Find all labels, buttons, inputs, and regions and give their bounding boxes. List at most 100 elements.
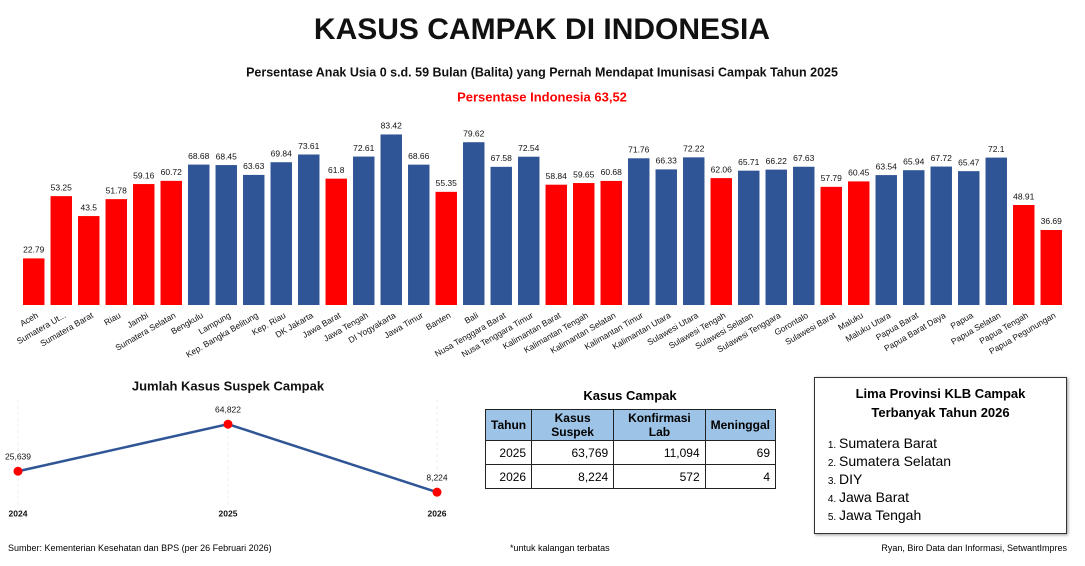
value-label: 83.42 <box>381 121 403 131</box>
bar <box>243 174 265 305</box>
bar <box>408 164 430 305</box>
value-label: 62.06 <box>711 164 733 174</box>
value-label: 51.78 <box>106 185 128 195</box>
table-title: Kasus Campak <box>583 388 677 403</box>
header-cell: Kasus Suspek <box>531 409 615 441</box>
x-tick-label: 2024 <box>9 508 28 518</box>
bar <box>820 186 842 305</box>
value-label: 67.63 <box>793 153 815 163</box>
cell: 2025 <box>484 440 533 465</box>
bar <box>600 180 622 305</box>
header-cell: Konfirmasi Lab <box>613 409 706 441</box>
bar <box>793 166 815 305</box>
value-label: 68.66 <box>408 151 430 161</box>
value-label: 68.45 <box>216 151 238 161</box>
value-label: 53.25 <box>51 182 73 192</box>
value-label: 8,224 <box>426 472 448 482</box>
table-row: 2025 63,769 11,094 69 <box>484 440 777 465</box>
value-label: 59.65 <box>573 169 595 179</box>
list-item: DIY <box>839 470 1066 488</box>
bar <box>765 169 787 305</box>
bar <box>188 164 210 305</box>
value-label: 65.71 <box>738 157 760 167</box>
value-label: 57.79 <box>821 173 843 183</box>
bar <box>573 183 595 305</box>
bar <box>463 142 485 305</box>
page-title: KASUS CAMPAK DI INDONESIA <box>314 13 770 46</box>
header-cell: Tahun <box>484 409 533 441</box>
value-label: 55.35 <box>436 178 458 188</box>
value-label: 68.68 <box>188 151 210 161</box>
bar <box>23 258 45 305</box>
bar <box>518 156 540 305</box>
value-label: 71.76 <box>628 145 650 155</box>
bar <box>78 216 100 305</box>
value-label: 69.84 <box>271 148 293 158</box>
value-label: 67.72 <box>931 153 953 163</box>
bar <box>298 154 320 305</box>
cell: 63,769 <box>531 440 615 465</box>
list-item: Sumatera Selatan <box>839 452 1066 470</box>
x-tick-label: 2025 <box>219 508 238 518</box>
credit: Ryan, Biro Data dan Informasi, SetwantIm… <box>881 543 1067 553</box>
cell: 11,094 <box>613 440 706 465</box>
bar <box>50 196 72 305</box>
bar <box>1013 205 1035 305</box>
bar <box>325 178 347 305</box>
list-item: Sumatera Barat <box>839 434 1066 452</box>
bar <box>655 169 677 305</box>
bar <box>215 165 237 305</box>
value-label: 60.45 <box>848 168 870 178</box>
source: Sumber: Kementerian Kesehatan dan BPS (p… <box>8 543 272 553</box>
header-row: Tahun Kasus Suspek Konfirmasi Lab Mening… <box>484 409 777 441</box>
bar <box>985 157 1007 305</box>
value-label: 22.79 <box>23 245 45 255</box>
value-label: 65.47 <box>958 157 980 167</box>
header-cell: Meninggal <box>704 409 777 441</box>
bar-chart-title: Persentase Anak Usia 0 s.d. 59 Bulan (Ba… <box>246 65 838 79</box>
bar <box>683 157 705 305</box>
bar-chart-subtitle: Persentase Indonesia 63,52 <box>457 89 627 104</box>
value-label: 48.91 <box>1013 191 1035 201</box>
list-item: Jawa Barat <box>839 488 1066 506</box>
cell: 8,224 <box>531 464 615 489</box>
bar <box>545 184 567 305</box>
value-label: 63.63 <box>243 161 265 171</box>
line <box>17 422 438 494</box>
value-label: 25,639 <box>5 451 31 461</box>
bar <box>628 158 650 305</box>
value-label: 36.69 <box>1041 216 1063 226</box>
table-row: 2026 8,224 572 4 <box>484 464 777 489</box>
value-label: 79.62 <box>463 128 485 138</box>
cases-table: Tahun Kasus Suspek Konfirmasi Lab Mening… <box>484 409 777 489</box>
bar <box>930 166 952 305</box>
value-label: 72.1 <box>988 144 1005 154</box>
list-item: Jawa Tengah <box>839 506 1066 524</box>
box-title: Lima Provinsi KLB Campak Terbanyak Tahun… <box>855 386 1026 420</box>
bar <box>1040 229 1062 305</box>
bar <box>380 134 402 305</box>
value-label: 66.33 <box>656 156 678 166</box>
bar <box>435 191 457 305</box>
cell: 2026 <box>484 464 533 489</box>
value-label: 58.84 <box>546 171 568 181</box>
bar <box>490 166 512 305</box>
bar <box>270 162 292 305</box>
note: *untuk kalangan terbatas <box>510 543 610 553</box>
x-tick-label: 2026 <box>428 508 447 518</box>
value-label: 73.61 <box>298 141 320 151</box>
bar <box>353 156 375 305</box>
value-label: 67.58 <box>491 153 513 163</box>
x-tick-label: Riau <box>102 310 122 328</box>
value-label: 66.22 <box>766 156 788 166</box>
x-tick-label: Banten <box>424 310 453 332</box>
value-label: 43.5 <box>80 202 97 212</box>
bar <box>903 170 925 305</box>
value-label: 65.94 <box>903 156 925 166</box>
marker <box>13 466 23 476</box>
cell: 4 <box>704 464 777 489</box>
marker <box>223 419 233 429</box>
bar <box>958 171 980 305</box>
